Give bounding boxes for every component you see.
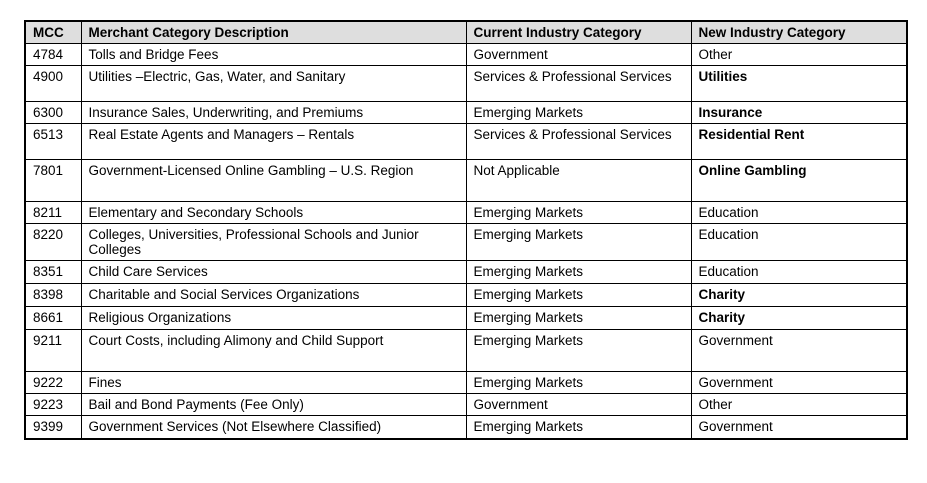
cell-mcc: 9223 (24, 392, 82, 416)
cell-new: Charity (690, 282, 908, 307)
cell-current: Emerging Markets (465, 200, 692, 224)
cell-description: Elementary and Secondary Schools (80, 200, 467, 224)
cell-current: Government (465, 42, 692, 66)
cell-new: Utilities (690, 64, 908, 102)
cell-new: Education (690, 259, 908, 284)
cell-mcc: 8211 (24, 200, 82, 224)
header-cell-description: Merchant Category Description (80, 20, 467, 44)
table-row: 6300 Insurance Sales, Underwriting, and P… (24, 100, 908, 124)
table-row: 8220 Colleges, Universities, Professional… (24, 222, 908, 261)
cell-mcc: 4900 (24, 64, 82, 102)
cell-mcc: 8351 (24, 259, 82, 284)
table-row: 8211 Elementary and Secondary Schools Emer… (24, 200, 908, 224)
cell-description: Utilities –Electric, Gas, Water, and San… (80, 64, 467, 102)
cell-mcc: 9211 (24, 328, 82, 372)
cell-current: Services & Professional Services (465, 64, 692, 102)
cell-new: Charity (690, 305, 908, 330)
cell-description: Insurance Sales, Underwriting, and Premi… (80, 100, 467, 124)
cell-current: Emerging Markets (465, 259, 692, 284)
cell-mcc: 6300 (24, 100, 82, 124)
table-row: 9222 Fines Emerging Markets Government (24, 370, 908, 394)
table-row: 4784 Tolls and Bridge Fees Government Other (24, 42, 908, 66)
table-row: 9399 Government Services (Not Elsewhere C… (24, 414, 908, 440)
cell-new: Residential Rent (690, 122, 908, 160)
cell-mcc: 7801 (24, 158, 82, 202)
header-row: MCC Merchant Category Description Curren… (24, 20, 908, 44)
cell-new: Other (690, 392, 908, 416)
table-body: 4784 Tolls and Bridge Fees Government Other… (24, 42, 908, 440)
cell-description: Child Care Services (80, 259, 467, 284)
cell-current: Not Applicable (465, 158, 692, 202)
cell-current: Emerging Markets (465, 282, 692, 307)
table-row: 8661 Religious Organizations Emerging Mark… (24, 305, 908, 330)
table-row: 8398 Charitable and Social Services Organ… (24, 282, 908, 307)
header-cell-mcc: MCC (24, 20, 82, 44)
table-row: 6513 Real Estate Agents and Managers – Re… (24, 122, 908, 160)
cell-current: Services & Professional Services (465, 122, 692, 160)
cell-description: Charitable and Social Services Organizat… (80, 282, 467, 307)
table-row: 4900 Utilities –Electric, Gas, Water, and… (24, 64, 908, 102)
document-page: MCC Merchant Category Description Curren… (24, 20, 908, 440)
mcc-category-table: MCC Merchant Category Description Curren… (24, 20, 908, 440)
cell-description: Fines (80, 370, 467, 394)
cell-current: Emerging Markets (465, 414, 692, 440)
table-row: 9211 Court Costs, including Alimony and C… (24, 328, 908, 372)
table-row: 7801 Government-Licensed Online Gambling … (24, 158, 908, 202)
cell-current: Emerging Markets (465, 370, 692, 394)
cell-current: Emerging Markets (465, 328, 692, 372)
cell-description: Religious Organizations (80, 305, 467, 330)
header-cell-new-industry-category: New Industry Category (690, 20, 908, 44)
cell-description: Real Estate Agents and Managers – Rental… (80, 122, 467, 160)
table-row: 9223 Bail and Bond Payments (Fee Only) Gov… (24, 392, 908, 416)
cell-mcc: 4784 (24, 42, 82, 66)
cell-new: Other (690, 42, 908, 66)
cell-description: Colleges, Universities, Professional Sch… (80, 222, 467, 261)
cell-current: Emerging Markets (465, 100, 692, 124)
header-cell-current-industry-category: Current Industry Category (465, 20, 692, 44)
cell-new: Education (690, 222, 908, 261)
cell-mcc: 8220 (24, 222, 82, 261)
cell-new: Government (690, 328, 908, 372)
cell-current: Emerging Markets (465, 305, 692, 330)
cell-current: Government (465, 392, 692, 416)
cell-mcc: 8661 (24, 305, 82, 330)
table-row: 8351 Child Care Services Emerging Markets E… (24, 259, 908, 284)
cell-new: Insurance (690, 100, 908, 124)
cell-description: Tolls and Bridge Fees (80, 42, 467, 66)
cell-mcc: 6513 (24, 122, 82, 160)
cell-mcc: 9399 (24, 414, 82, 440)
cell-description: Government-Licensed Online Gambling – U.… (80, 158, 467, 202)
cell-current: Emerging Markets (465, 222, 692, 261)
cell-description: Court Costs, including Alimony and Child… (80, 328, 467, 372)
cell-mcc: 8398 (24, 282, 82, 307)
cell-description: Government Services (Not Elsewhere Class… (80, 414, 467, 440)
cell-mcc: 9222 (24, 370, 82, 394)
cell-new: Government (690, 370, 908, 394)
cell-new: Online Gambling (690, 158, 908, 202)
cell-new: Education (690, 200, 908, 224)
table-header: MCC Merchant Category Description Curren… (24, 20, 908, 44)
cell-new: Government (690, 414, 908, 440)
cell-description: Bail and Bond Payments (Fee Only) (80, 392, 467, 416)
